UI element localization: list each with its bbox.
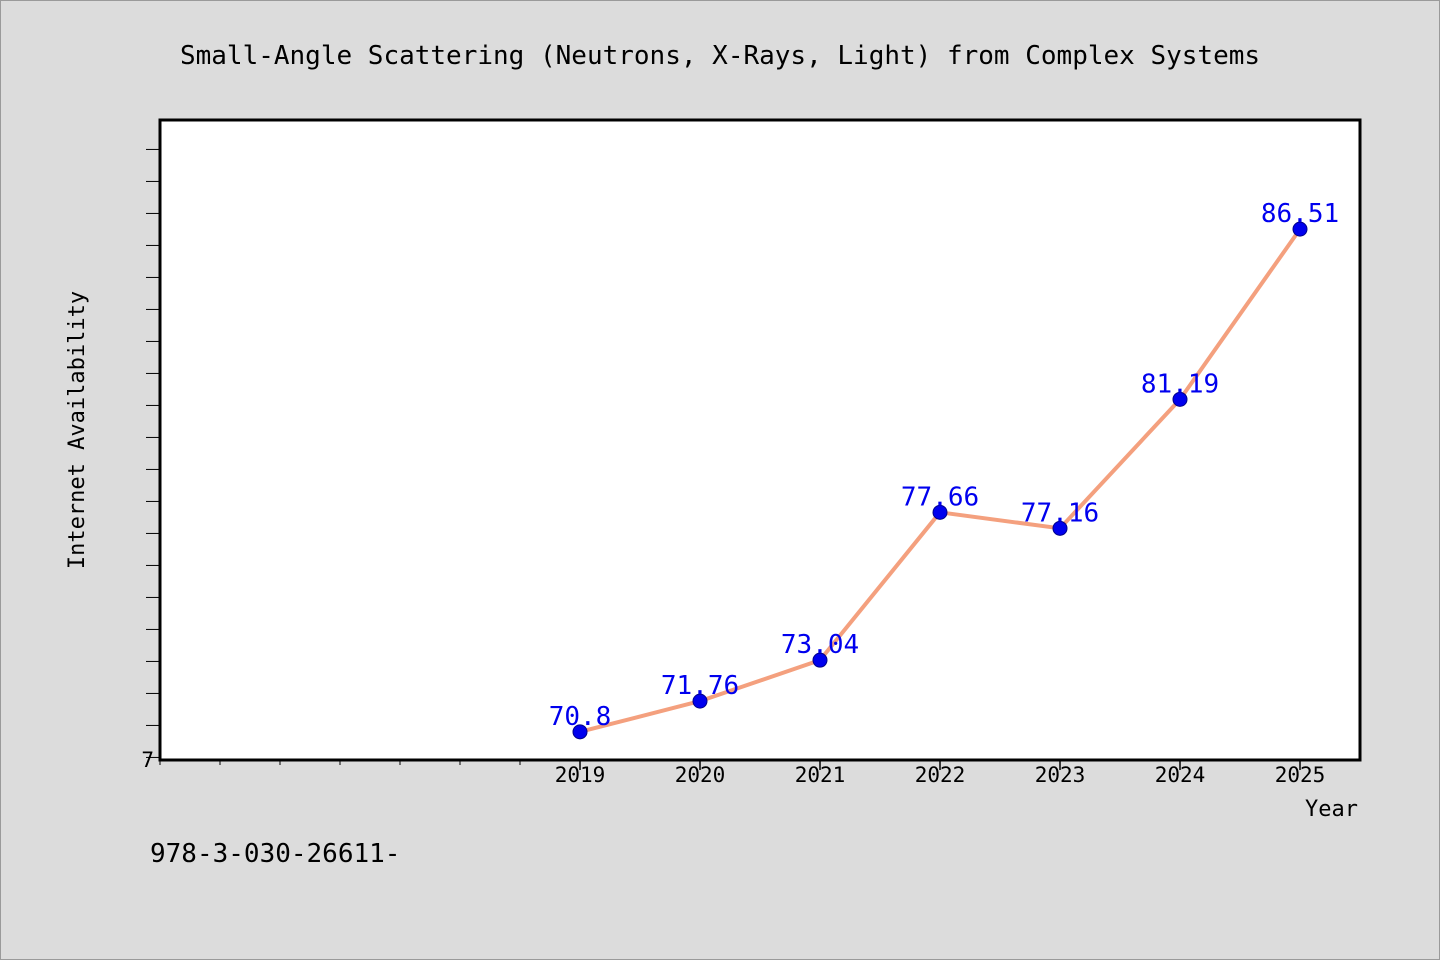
data-label: 86.51 (1261, 199, 1339, 229)
data-label: 70.8 (549, 702, 612, 732)
data-point (1172, 391, 1188, 407)
x-tick-labels: 2019 2020 2021 2022 2023 2024 2025 (555, 763, 1326, 787)
data-point (572, 724, 588, 740)
x-tick-label: 2019 (555, 763, 606, 787)
x-tick-label: 2025 (1275, 763, 1326, 787)
data-label: 73.04 (781, 630, 859, 660)
x-tick-label: 2024 (1155, 763, 1206, 787)
data-label: 81.19 (1141, 369, 1219, 399)
chart-title: Small-Angle Scattering (Neutrons, X-Rays… (180, 41, 1260, 71)
x-tick-label: 2021 (795, 763, 846, 787)
data-point (1292, 221, 1308, 237)
y-tick-label: 7 (141, 748, 154, 772)
series-internet-availability (572, 221, 1308, 740)
y-axis-ticks (146, 148, 160, 758)
data-point (692, 693, 708, 709)
x-axis-ticks (159, 760, 1301, 770)
x-tick-label: 2022 (915, 763, 966, 787)
data-labels: 70.8 71.76 73.04 77.66 77.16 81.19 86.51 (549, 199, 1339, 732)
x-axis-label: Year (1305, 797, 1358, 822)
data-point (932, 504, 948, 520)
data-label: 71.76 (661, 671, 739, 701)
data-label: 77.16 (1021, 498, 1099, 528)
x-tick-label: 2023 (1035, 763, 1086, 787)
y-axis-label: Internet Availability (65, 291, 90, 569)
data-label: 77.66 (901, 482, 979, 512)
isbn-footer-text: 978-3-030-26611- (150, 839, 400, 869)
data-point (1052, 520, 1068, 536)
data-point (812, 652, 828, 668)
x-tick-label: 2020 (675, 763, 726, 787)
plot-area (158, 118, 1362, 762)
